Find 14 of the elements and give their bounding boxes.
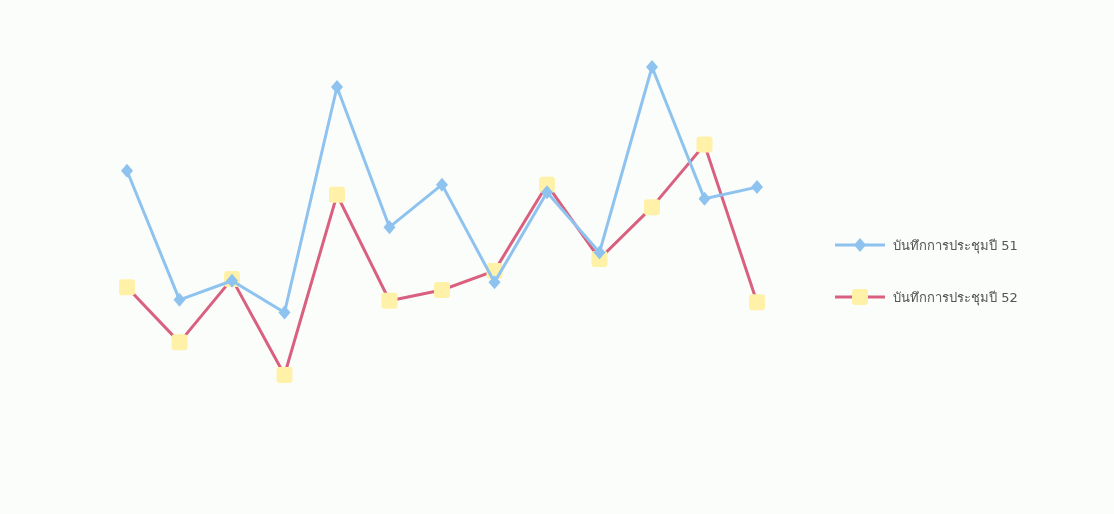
point (436, 177, 448, 192)
point (593, 245, 606, 260)
point (383, 220, 396, 235)
point (541, 185, 553, 200)
point (121, 163, 133, 178)
legend-label: บันทึกการประชุมปี 51 (893, 238, 1018, 254)
point (173, 292, 186, 307)
point (488, 275, 501, 290)
point (646, 60, 658, 74)
point (751, 180, 763, 195)
legend-label: บันทึกการประชุมปี 52 (893, 290, 1018, 306)
point (331, 80, 343, 95)
point (698, 191, 711, 206)
point (278, 305, 291, 320)
